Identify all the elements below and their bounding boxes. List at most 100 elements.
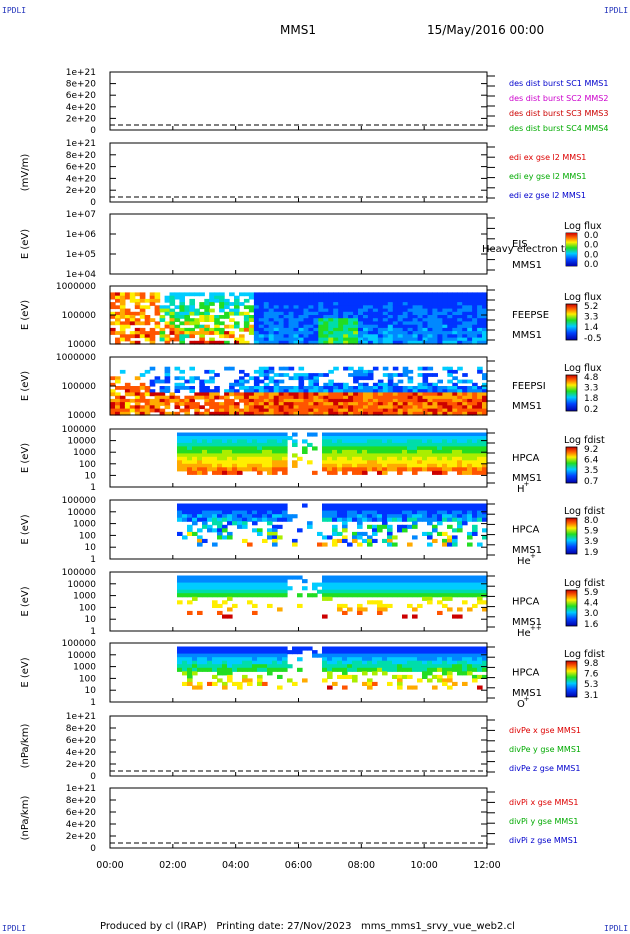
heatmap-cell [333,334,339,339]
heatmap-cell [482,660,488,665]
heatmap-cell [422,376,429,381]
heatmap-cell [427,449,433,454]
heatmap-cell [278,334,285,339]
heatmap-cell [209,379,215,384]
heatmap-cell [192,467,198,472]
heatmap-cell [313,295,319,300]
heatmap-cell [417,398,424,403]
heatmap-cell [407,327,414,332]
heatmap-cell [347,542,353,547]
heatmap-cell [258,298,265,303]
heatmap-cell [437,514,443,519]
heatmap-cell [382,366,389,371]
heatmap-cell [288,402,295,406]
heatmap-cell [437,327,443,332]
heatmap-cell [397,373,404,377]
legend-entry: edi ex gse l2 MMS1 [509,153,586,162]
heatmap-cell [387,650,393,655]
heatmap-cell [337,439,343,444]
heatmap-cell [252,507,258,512]
heatmap-cell [293,389,300,393]
heatmap-cell [322,432,328,437]
heatmap-cell [298,398,305,403]
heatmap-cell [212,503,218,508]
heatmap-cell [323,305,329,310]
heatmap-cell [372,507,378,512]
heatmap-cell [288,318,295,322]
heatmap-cell [402,386,409,390]
colorbar-tick-label: 9.2 [584,445,598,455]
heatmap-cell [477,660,483,665]
heatmap-cell [283,334,290,339]
heatmap-cell [327,442,333,447]
heatmap-cell [328,295,334,300]
heatmap-cell [182,456,188,461]
heatmap-cell [422,318,429,322]
heatmap-cell [207,650,213,655]
species-label: He [517,628,531,639]
heatmap-cell [308,386,314,390]
heatmap-cell [353,327,359,332]
heatmap-cell [392,311,399,316]
heatmap-cell [332,463,338,468]
heatmap-cell [427,503,433,508]
heatmap-cell [432,298,438,303]
heatmap-cell [343,318,349,322]
heatmap-cell [283,389,290,393]
heatmap-cell [239,334,245,339]
heatmap-cell [337,579,343,584]
heatmap-cell [462,340,468,345]
colorbar-tick-label: 1.8 [584,394,599,404]
heatmap-cell [129,398,136,403]
heatmap-cell [452,302,458,306]
heatmap-cell [457,302,463,306]
heatmap-cell [338,334,344,339]
heatmap-cell [372,298,379,303]
heatmap-cell [282,507,288,512]
heatmap-cell [397,442,403,447]
heatmap-cell [308,302,314,306]
heatmap-cell [452,295,458,300]
heatmap-cell [472,460,478,465]
heatmap-cell [322,657,328,662]
heatmap-cell [482,674,488,679]
legend-entry: des dist burst SC1 MMS1 [509,79,608,88]
legend-entry: edi ey gse l2 MMS1 [509,172,587,181]
heatmap-cell [192,653,198,658]
heatmap-cell [437,321,443,326]
heatmap-cell [243,408,250,413]
y-axis-label: E (eV) [20,657,31,687]
heatmap-cell [422,308,429,313]
heatmap-cell [432,382,438,387]
heatmap-cell [367,463,373,468]
heatmap-cell [232,593,238,598]
heatmap-cell [382,439,388,444]
heatmap-cell [472,292,478,297]
heatmap-cell [417,579,423,584]
heatmap-cell [457,575,463,580]
heatmap-cell [402,302,409,306]
heatmap-cell [258,315,265,319]
heatmap-cell [363,302,369,306]
heatmap-cell [432,373,438,377]
heatmap-cell [432,315,438,319]
heatmap-cell [217,470,223,475]
heatmap-cell [333,311,339,316]
heatmap-cell [437,389,443,393]
heatmap-cell [219,402,225,406]
heatmap-cell [149,405,156,410]
heatmap-cell [338,340,344,345]
heatmap-cell [293,334,300,339]
heatmap-cell [149,408,156,413]
heatmap-cell [308,408,314,413]
heatmap-cell [222,664,228,669]
heatmap-cell [382,411,389,416]
heatmap-cell [247,467,253,472]
heatmap-cell [422,531,428,536]
heatmap-cell [462,324,468,329]
heatmap-cell [367,411,374,416]
heatmap-cell [214,298,220,303]
heatmap-cell [277,453,283,458]
heatmap-cell [164,308,171,313]
heatmap-cell [258,392,265,397]
